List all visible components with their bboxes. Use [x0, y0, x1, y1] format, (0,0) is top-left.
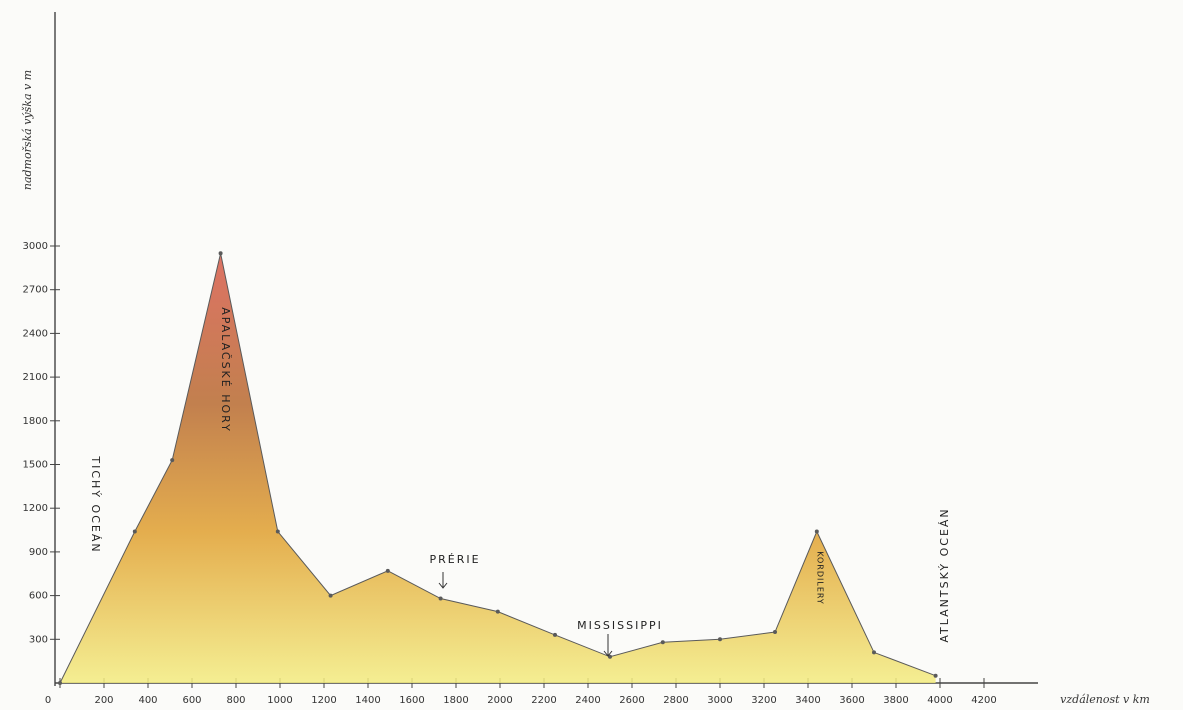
point: [170, 458, 175, 463]
x-tick-label: 3800: [883, 695, 908, 706]
x-tick-label: 2200: [531, 695, 556, 706]
x-tick-label: 2800: [663, 695, 688, 706]
point: [218, 251, 223, 256]
x-tick-label: 2400: [575, 695, 600, 706]
x-tick-label: 3200: [751, 695, 776, 706]
point: [438, 596, 443, 601]
x-tick-label: 3600: [839, 695, 864, 706]
x-tick-label: 1400: [355, 695, 380, 706]
y-tick-label: 600: [29, 591, 48, 602]
x-tick-label: 3400: [795, 695, 820, 706]
point: [608, 654, 612, 659]
x-tick-label: 1200: [311, 695, 336, 706]
y-tick-label: 1500: [23, 460, 48, 471]
x-tick-label: 3000: [707, 695, 732, 706]
x-tick-label: 4200: [971, 695, 996, 706]
x-tick-label: 1800: [443, 695, 468, 706]
point: [933, 673, 938, 678]
point: [132, 529, 137, 534]
annotation: KORDILERY: [816, 551, 825, 605]
x-tick-label: 200: [94, 695, 113, 706]
x-tick-label: 600: [182, 695, 201, 706]
x-tick-label: 2000: [487, 695, 512, 706]
x-tick-label: 800: [226, 695, 245, 706]
y-tick-label: 2700: [23, 285, 48, 296]
x-tick-label: 400: [138, 695, 157, 706]
point: [872, 650, 876, 655]
arrow: [603, 634, 613, 657]
x-tick-label: 1000: [267, 695, 292, 706]
point: [814, 529, 819, 534]
area: [60, 253, 936, 684]
point: [660, 640, 665, 645]
point: [328, 593, 333, 598]
y-tick-label: 1800: [23, 416, 48, 427]
annotation: ATLANTSKÝ OCEÁN: [938, 507, 951, 642]
x-tick-label: 2600: [619, 695, 644, 706]
y-tick-label: 1200: [23, 503, 48, 514]
annotation: PRÉRIE: [429, 553, 480, 566]
point: [773, 630, 777, 635]
y-tick-label: 900: [29, 547, 48, 558]
x-tick-label: 0: [45, 695, 51, 706]
y-tick-label: 2400: [23, 328, 48, 339]
point: [58, 681, 62, 685]
annotation: TICHÝ OCEÁN: [89, 455, 102, 553]
arrow: [438, 572, 448, 589]
annotation: APALAČSKÉ HORY: [219, 307, 232, 433]
y-tick-label: 300: [29, 634, 48, 645]
point: [553, 632, 557, 637]
point: [385, 568, 390, 573]
point: [718, 637, 722, 642]
x-tick-label: 1600: [399, 695, 424, 706]
point: [495, 609, 500, 614]
y-axis-label: nadmořská výška v m: [21, 70, 34, 190]
y-tick-label: 3000: [23, 241, 48, 252]
x-tick-label: 4000: [927, 695, 952, 706]
x-axis-label: vzdálenost v km: [1060, 693, 1150, 706]
point: [275, 529, 280, 534]
y-tick-label: 2100: [23, 372, 48, 383]
annotation: MISSISSIPPI: [577, 619, 663, 632]
